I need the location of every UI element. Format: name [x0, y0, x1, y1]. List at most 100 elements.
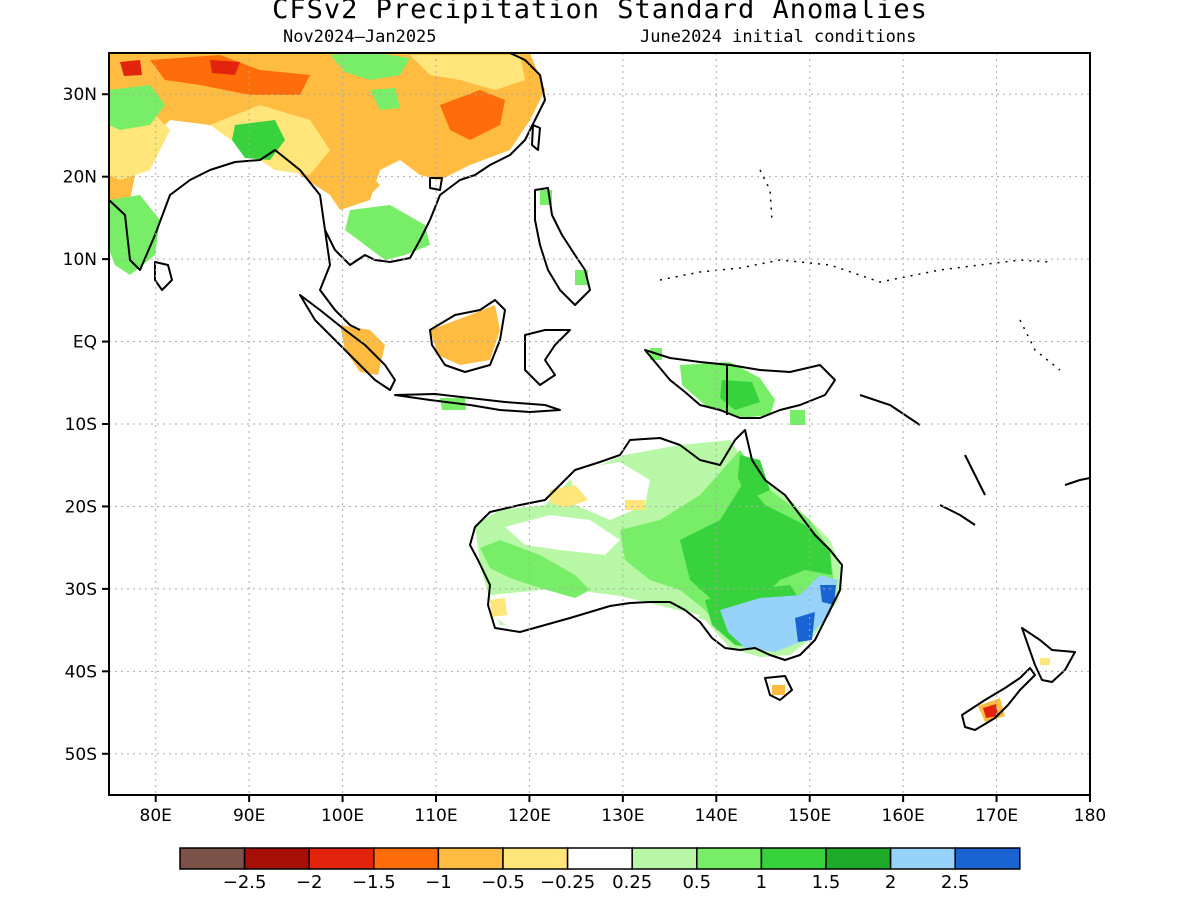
forecast-period: Nov2024–Jan2025	[283, 27, 437, 47]
lon-tick-label: 140E	[695, 806, 738, 826]
coastline-micronesia	[659, 259, 1051, 283]
australia-wet-band-west	[480, 540, 590, 598]
legend-swatch	[696, 847, 763, 870]
legend-label: −0.25	[540, 872, 595, 893]
coastlines	[109, 53, 1090, 731]
lon-tick-label: 160E	[882, 806, 925, 826]
coastline-solomon-islands	[859, 394, 921, 426]
lon-tick-label: 100E	[321, 806, 364, 826]
lon-tick-label: 90E	[233, 806, 265, 826]
sumatra-dry	[340, 325, 385, 375]
lat-tick-label: 50S	[65, 745, 97, 765]
legend-swatch	[373, 847, 440, 870]
legend-label: 2	[885, 872, 896, 893]
coastline-new-zealand-south	[961, 667, 1036, 731]
coastline-asia	[109, 53, 546, 271]
coastline-hainan	[429, 177, 443, 191]
gridlines	[109, 53, 1090, 795]
lon-tick-label: 130E	[601, 806, 644, 826]
asia-wet-north	[330, 53, 410, 80]
coastline-new-guinea	[644, 349, 836, 419]
lat-tick-label: 10N	[63, 250, 97, 270]
legend-swatch	[631, 847, 698, 870]
lat-tick-label: 30N	[63, 85, 97, 105]
australia-wet-strong	[680, 480, 832, 605]
legend-swatch	[308, 847, 375, 870]
australia-dry-north	[625, 500, 645, 510]
australia-southeast-blue-1	[820, 585, 836, 605]
philippines-wet	[575, 270, 588, 285]
australia-north-strong	[738, 455, 770, 500]
legend-swatch	[243, 847, 310, 870]
lon-tick-label: 170E	[975, 806, 1018, 826]
legend-swatch	[437, 847, 504, 870]
himalaya-wet	[232, 120, 285, 160]
coastline-philippines	[534, 187, 591, 306]
legend-label: 1	[756, 872, 767, 893]
legend-label: −2.5	[223, 872, 267, 893]
coastline-malay-peninsula	[319, 229, 361, 331]
china-dry-core	[440, 90, 505, 140]
australia-southeast-blue-2	[795, 612, 815, 642]
borneo-dry	[430, 305, 500, 365]
coastline-new-zealand-north	[1021, 627, 1076, 683]
legend-swatch	[825, 847, 892, 870]
coastline-taiwan	[531, 124, 541, 151]
legend-label: −0.5	[481, 872, 525, 893]
india-wet-west	[109, 85, 165, 130]
coastline-australia	[469, 429, 843, 661]
java-wet	[440, 398, 466, 410]
lon-tick-label: 110E	[414, 806, 457, 826]
map-title: CFSv2 Precipitation Standard Anomalies	[272, 0, 928, 25]
coastline-sri-lanka	[154, 261, 173, 291]
legend-label: −2	[296, 872, 323, 893]
asia-light-dry-1	[410, 55, 525, 90]
coastline-marshall	[1019, 319, 1061, 371]
coastline-sumatra	[299, 294, 396, 391]
legend-label: 2.5	[941, 872, 970, 893]
indochina-wet	[345, 205, 430, 260]
australia-west-white	[505, 515, 620, 555]
longitude-ticks: 80E 90E 100E 110E 120E 130E 140E 150E 160E 170E 18…	[140, 795, 1106, 826]
legend-swatch	[179, 847, 246, 870]
map-frame	[108, 52, 1091, 796]
asia-dry-region	[109, 53, 545, 210]
legend-label: 1.5	[812, 872, 841, 893]
legend-swatch	[889, 847, 956, 870]
coastline-sulawesi	[524, 329, 571, 386]
lat-tick-label: 10S	[65, 415, 97, 435]
lat-tick-label: EQ	[73, 333, 97, 353]
latitude-ticks: 30N 20N 10N EQ 10S 20S 30S 40S 50S	[63, 85, 109, 765]
lat-tick-label: 20N	[63, 168, 97, 188]
lat-tick-label: 20S	[65, 497, 97, 517]
australia-south-white	[490, 588, 700, 630]
coastline-new-caledonia	[939, 504, 976, 526]
asia-red-spot-2	[120, 60, 142, 76]
legend-swatch	[566, 847, 633, 870]
lon-tick-label: 80E	[140, 806, 172, 826]
new-zealand-red	[983, 704, 998, 718]
tibet-dry-core	[150, 55, 310, 95]
lat-tick-label: 30S	[65, 580, 97, 600]
coastline-vanuatu	[964, 454, 986, 496]
lon-tick-label: 120E	[508, 806, 551, 826]
tasmania-dry	[772, 685, 785, 695]
legend-swatch	[954, 847, 1021, 870]
legend-swatch	[760, 847, 827, 870]
indochina-dry	[325, 165, 380, 200]
coastline-marianas	[759, 169, 773, 221]
lat-tick-label: 40S	[65, 662, 97, 682]
coastline-fiji	[1064, 477, 1090, 486]
new-zealand-north-dry	[1040, 658, 1050, 665]
legend-label: −1	[425, 872, 452, 893]
lon-tick-label: 180	[1074, 806, 1106, 826]
new-guinea-east-wet	[790, 410, 805, 425]
legend-label: 0.5	[682, 872, 711, 893]
coastline-java	[394, 393, 561, 413]
new-guinea-wet-core	[720, 380, 760, 410]
asia-wet-mid	[370, 88, 400, 110]
anomaly-shading	[109, 53, 1050, 722]
legend-swatch	[502, 847, 569, 870]
lon-tick-label: 150E	[788, 806, 831, 826]
